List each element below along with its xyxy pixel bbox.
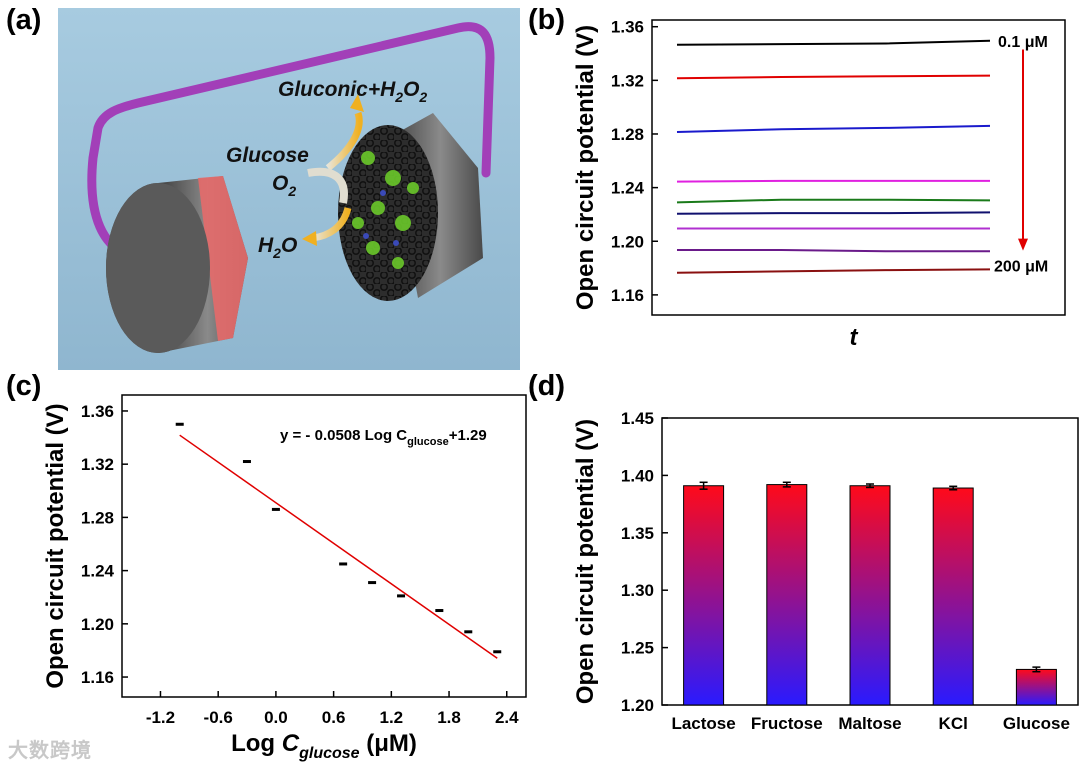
glucose-label: Glucose (226, 144, 309, 167)
x-tick-label: Glucose (1003, 714, 1070, 733)
panel-b-label: (b) (528, 4, 566, 36)
o2-sub: 2 (287, 183, 296, 199)
series-line (676, 268, 991, 274)
chart-b-potential-vs-time: 1.36 1.32 1.28 1.24 1.20 1.16 Open circuit pot… (572, 18, 1066, 351)
series-line (676, 74, 991, 80)
series-line (676, 198, 991, 204)
y-tick-label: 1.45 (621, 409, 654, 428)
bar (849, 485, 891, 706)
y-tick-label: 1.16 (81, 668, 114, 687)
panel-c-label: (c) (6, 370, 42, 402)
svg-text:Gluconic+H2O2: Gluconic+H2O2 (278, 78, 427, 105)
series-line (677, 249, 990, 253)
x-tick-label: 2.4 (495, 708, 519, 727)
y-axis-label: Open circuit potential (V) (42, 403, 69, 688)
bottom-annotation: 200 μM (994, 258, 1048, 275)
y-tick-label: 1.32 (611, 71, 644, 90)
biofuel-cell-illustration: Gluconic+H2O2 Glucose O2 H2O (58, 8, 520, 370)
x-tick-label: 1.8 (437, 708, 461, 727)
y-tick-label: 1.30 (621, 581, 654, 600)
y-tick-label: 1.24 (81, 562, 115, 581)
y-tick-label: 1.20 (81, 615, 114, 634)
x-tick-label: KCl (939, 714, 968, 733)
x-tick-label: Fructose (751, 714, 823, 733)
panel-a-label: (a) (6, 4, 42, 36)
fit-equation: y = - 0.0508 Log Cglucose+1.29 (280, 427, 487, 448)
x-tick-label: -0.6 (204, 708, 233, 727)
x-tick-label: Maltose (838, 714, 901, 733)
plot-frame (651, 19, 1066, 316)
arrow-h2o (312, 206, 352, 242)
x-tick-label: Lactose (671, 714, 735, 733)
arrow-glucose-o2 (307, 167, 348, 204)
y-tick-label: 1.20 (611, 232, 644, 251)
bar (1015, 668, 1057, 706)
y-axis-label: Open circuit potential (V) (572, 25, 599, 310)
fit-line (179, 434, 498, 659)
series-line (676, 179, 990, 183)
arrow-gluconic (325, 111, 363, 171)
x-tick-label: -1.2 (146, 708, 175, 727)
panel-d-label: (d) (528, 370, 566, 402)
y-tick-label: 1.24 (611, 179, 645, 198)
y-tick-label: 1.28 (611, 125, 644, 144)
y-tick-label: 1.35 (621, 524, 654, 543)
h2o-h: H (258, 234, 274, 257)
x-tick-label: 1.2 (380, 708, 404, 727)
series-line (676, 211, 991, 215)
top-annotation: 0.1 μM (998, 34, 1048, 51)
bar (932, 487, 974, 706)
gluconic-sub2: 2 (418, 89, 427, 105)
y-axis-label: Open circuit potential (V) (572, 419, 599, 704)
h2o-o: O (281, 234, 297, 257)
svg-text:O2: O2 (272, 172, 296, 199)
h2o-sub: 2 (272, 245, 281, 261)
plot-frame (121, 394, 527, 698)
y-tick-label: 1.28 (81, 508, 114, 527)
y-tick-label: 1.40 (621, 466, 654, 485)
y-tick-label: 1.36 (611, 18, 644, 37)
x-tick-label: 0.0 (264, 708, 288, 727)
watermark: 大数跨境 (8, 740, 92, 762)
chart-c-calibration: 1.36 1.32 1.28 1.24 1.20 1.16 -1.2 -0.6 0.0 0.6 1.… (42, 394, 527, 762)
y-tick-label: 1.25 (621, 639, 654, 658)
chart-d-selectivity: 1.45 1.40 1.35 1.30 1.25 1.20 Open circuit pot… (572, 409, 1079, 733)
svg-text:H2O: H2O (258, 234, 297, 261)
x-axis-label: Log Cglucose (μM) (231, 730, 417, 762)
y-tick-label: 1.32 (81, 455, 114, 474)
series-line (676, 124, 991, 133)
trend-arrow-head (1018, 238, 1028, 251)
o2-label: O (272, 172, 288, 195)
gluconic-label: Gluconic+H (278, 78, 396, 101)
y-tick-label: 1.20 (621, 696, 654, 715)
bar (766, 484, 808, 706)
left-electrode (106, 176, 248, 353)
bar (683, 485, 725, 706)
connecting-wire (87, 22, 495, 263)
gluconic-o: O (403, 78, 419, 101)
x-axis-label: t (850, 324, 859, 351)
right-electrode (338, 113, 483, 301)
y-tick-label: 1.36 (81, 402, 114, 421)
y-tick-label: 1.16 (611, 286, 644, 305)
x-tick-label: 0.6 (322, 708, 346, 727)
gluconic-sub1: 2 (394, 89, 403, 105)
series-line (676, 39, 991, 46)
